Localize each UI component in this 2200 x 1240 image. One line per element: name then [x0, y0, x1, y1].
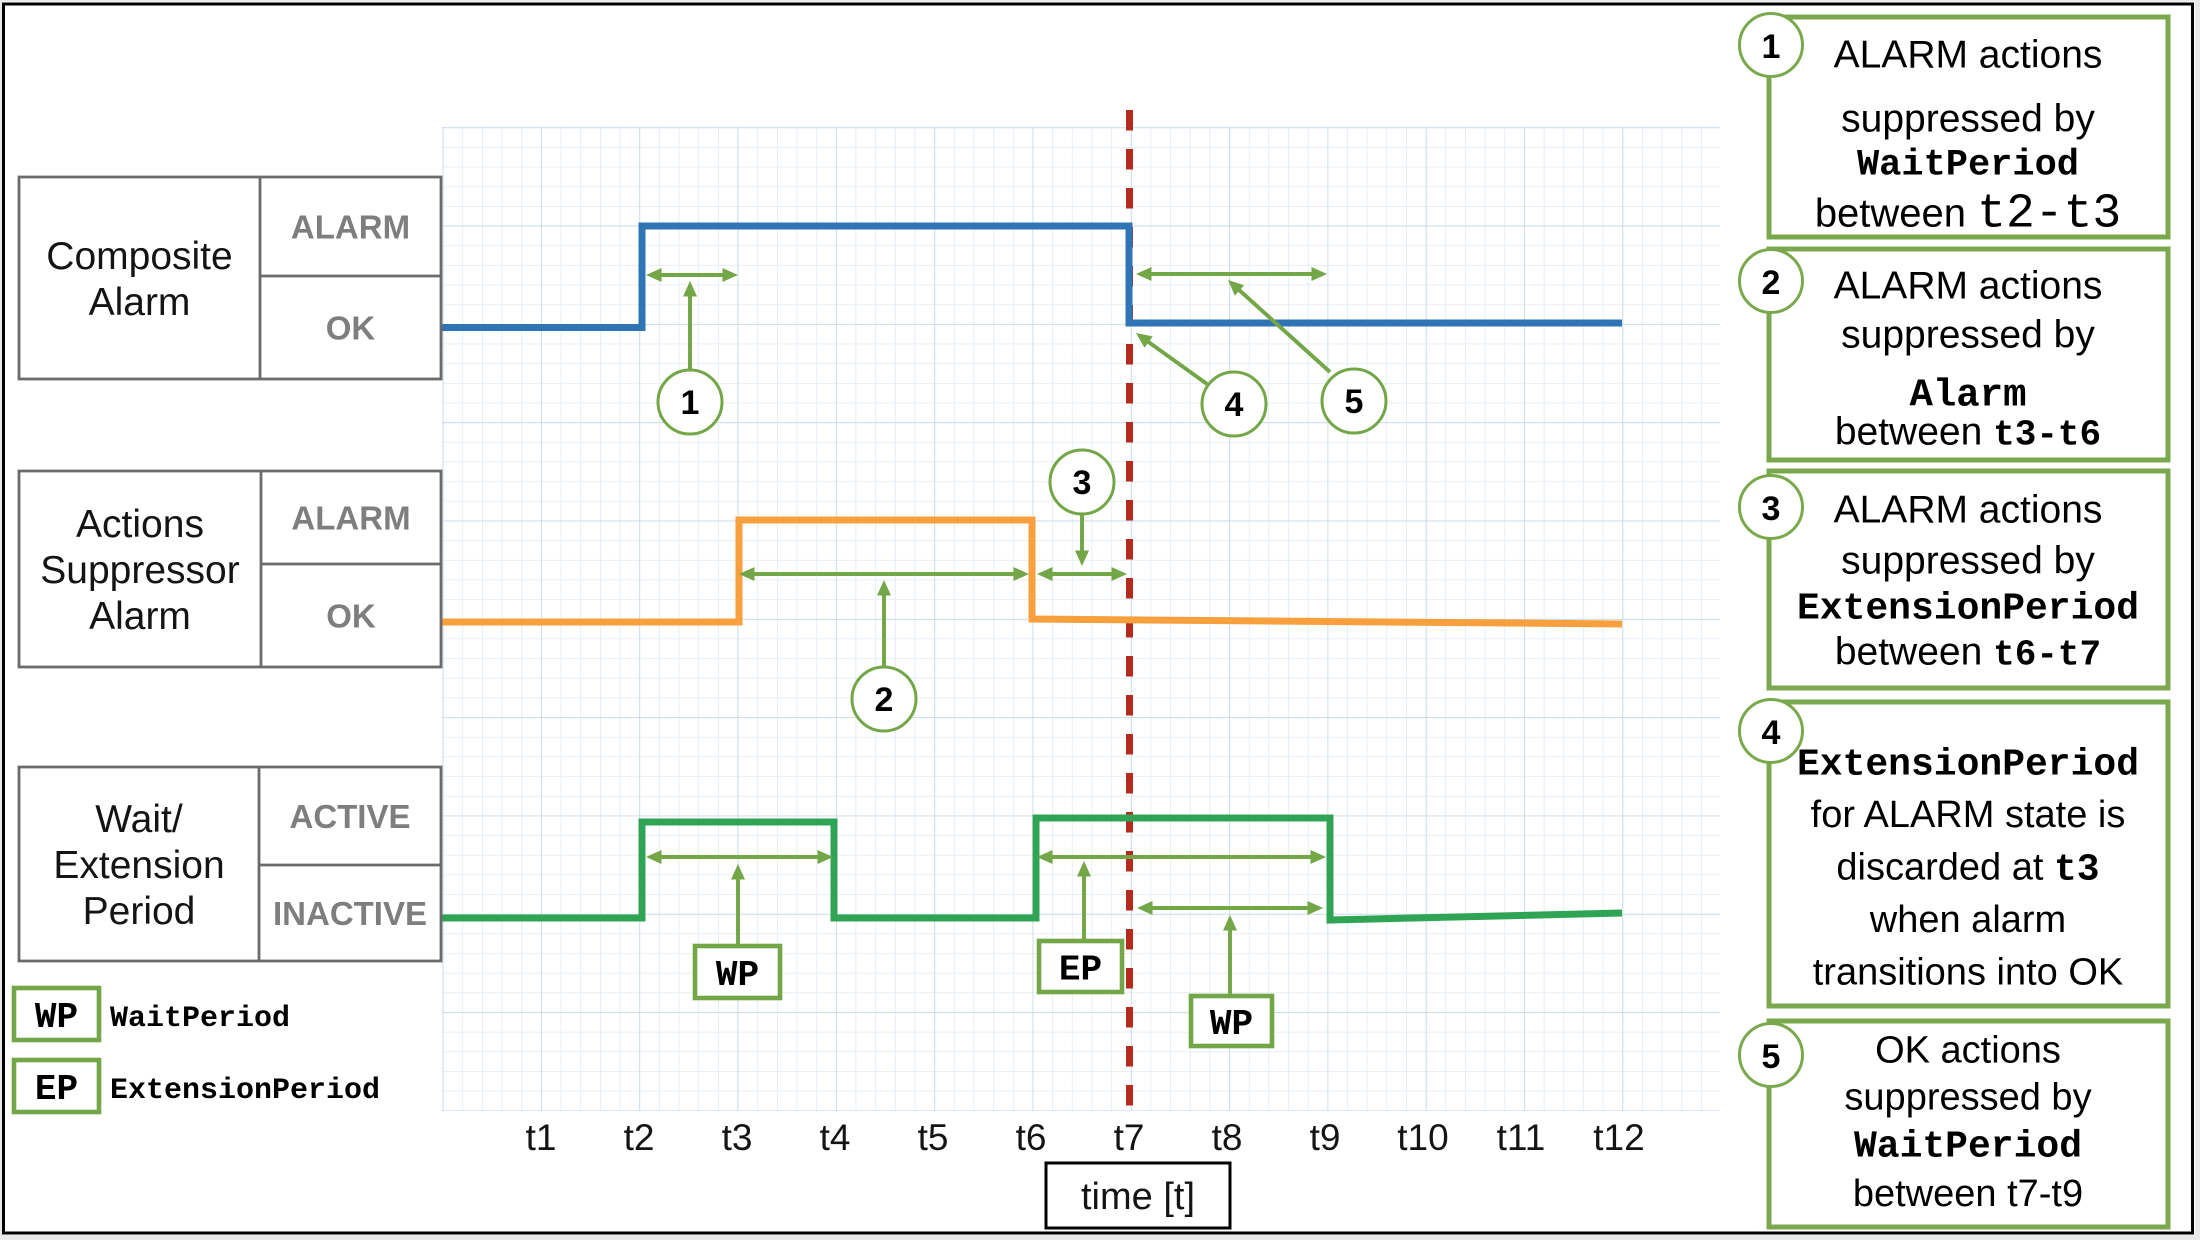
svg-text:between t3-t6: between t3-t6	[1835, 411, 2101, 456]
svg-text:suppressed by: suppressed by	[1844, 1077, 2091, 1119]
svg-text:t7: t7	[1114, 1117, 1145, 1158]
svg-text:Composite: Composite	[46, 235, 232, 278]
svg-text:WP: WP	[716, 955, 759, 996]
svg-text:ExtensionPeriod: ExtensionPeriod	[1797, 588, 2139, 631]
svg-text:for ALARM state is: for ALARM state is	[1811, 794, 2126, 836]
svg-text:time [t]: time [t]	[1081, 1176, 1195, 1218]
svg-text:Alarm: Alarm	[89, 595, 191, 638]
svg-text:suppressed by: suppressed by	[1841, 540, 2095, 583]
svg-text:5: 5	[1762, 1038, 1781, 1076]
svg-text:t4: t4	[820, 1117, 851, 1158]
svg-text:4: 4	[1762, 714, 1781, 752]
svg-text:ALARM: ALARM	[291, 499, 410, 536]
svg-text:EP: EP	[1059, 949, 1102, 990]
svg-text:WP: WP	[1210, 1004, 1253, 1045]
svg-text:ACTIVE: ACTIVE	[289, 798, 410, 835]
svg-text:1: 1	[681, 384, 700, 422]
svg-text:t6: t6	[1016, 1117, 1047, 1158]
svg-text:1: 1	[1762, 28, 1781, 66]
svg-text:Wait/: Wait/	[95, 798, 183, 841]
svg-text:t1: t1	[526, 1117, 557, 1158]
svg-text:Suppressor: Suppressor	[40, 549, 239, 592]
svg-text:t5: t5	[918, 1117, 949, 1158]
svg-text:suppressed by: suppressed by	[1841, 98, 2095, 141]
svg-text:Alarm: Alarm	[89, 281, 191, 324]
svg-text:between t2-t3: between t2-t3	[1815, 188, 2121, 242]
svg-text:WaitPeriod: WaitPeriod	[1857, 145, 2079, 187]
svg-text:WaitPeriod: WaitPeriod	[110, 1002, 290, 1036]
svg-text:ExtensionPeriod: ExtensionPeriod	[1797, 744, 2139, 787]
svg-text:2: 2	[1762, 264, 1781, 302]
svg-text:suppressed by: suppressed by	[1841, 314, 2095, 357]
svg-text:when alarm: when alarm	[1869, 899, 2066, 941]
svg-text:between t7-t9: between t7-t9	[1853, 1173, 2083, 1215]
svg-text:INACTIVE: INACTIVE	[273, 895, 427, 932]
svg-text:discarded at t3: discarded at t3	[1836, 847, 2099, 892]
svg-text:OK: OK	[326, 309, 376, 346]
svg-text:Extension: Extension	[53, 844, 224, 887]
svg-text:transitions into OK: transitions into OK	[1813, 952, 2123, 994]
svg-text:t3: t3	[722, 1117, 753, 1158]
svg-text:WaitPeriod: WaitPeriod	[1854, 1126, 2082, 1169]
svg-text:t8: t8	[1212, 1117, 1243, 1158]
svg-text:ALARM actions: ALARM actions	[1834, 489, 2103, 532]
svg-text:t9: t9	[1310, 1117, 1341, 1158]
svg-text:Period: Period	[83, 890, 196, 933]
svg-text:ExtensionPeriod: ExtensionPeriod	[110, 1074, 380, 1108]
svg-text:Actions: Actions	[76, 503, 204, 546]
svg-text:OK actions: OK actions	[1875, 1030, 2061, 1072]
svg-text:OK: OK	[326, 597, 376, 634]
svg-text:ALARM actions: ALARM actions	[1834, 34, 2103, 77]
svg-text:t12: t12	[1593, 1117, 1644, 1158]
svg-text:3: 3	[1073, 464, 1092, 502]
svg-text:t10: t10	[1397, 1117, 1448, 1158]
svg-text:3: 3	[1762, 490, 1781, 528]
svg-text:ALARM: ALARM	[291, 208, 410, 245]
svg-text:5: 5	[1345, 383, 1364, 421]
svg-text:t11: t11	[1497, 1117, 1546, 1158]
svg-text:Alarm: Alarm	[1909, 374, 2026, 418]
svg-text:EP: EP	[35, 1069, 78, 1110]
svg-text:2: 2	[875, 681, 894, 719]
svg-text:4: 4	[1225, 386, 1244, 424]
svg-text:ALARM actions: ALARM actions	[1834, 265, 2103, 308]
svg-text:t2: t2	[624, 1117, 655, 1158]
svg-text:WP: WP	[35, 997, 78, 1038]
svg-text:between t6-t7: between t6-t7	[1835, 631, 2101, 676]
